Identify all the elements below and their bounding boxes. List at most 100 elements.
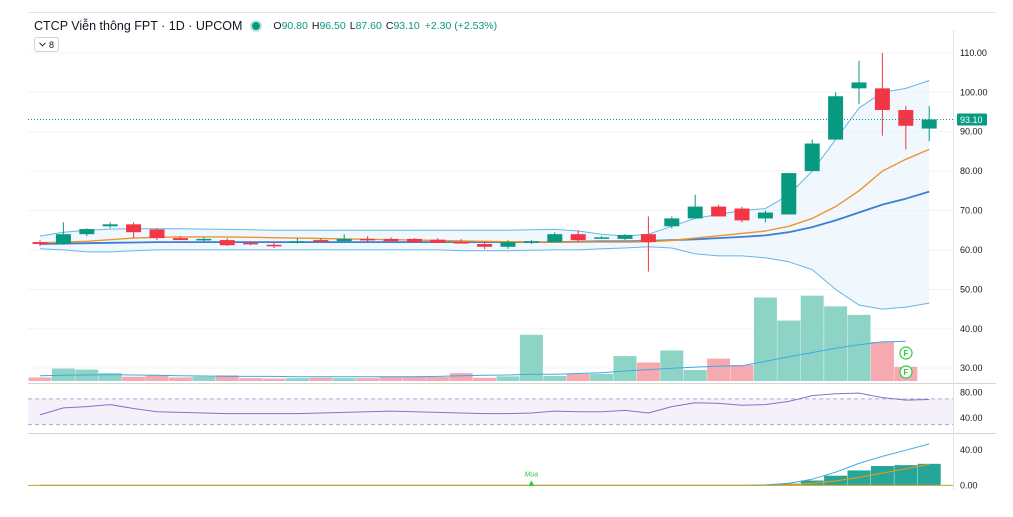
- volume-bar: [356, 378, 380, 381]
- indicator-count: 8: [49, 39, 55, 50]
- candle: [664, 216, 680, 229]
- candle-body: [55, 234, 71, 245]
- candle: [898, 106, 914, 150]
- candle-body: [617, 234, 633, 239]
- candle-body: [126, 224, 142, 233]
- volume-bar: [753, 297, 777, 381]
- candle-body: [687, 206, 703, 219]
- candle-body: [921, 119, 937, 129]
- candle: [640, 216, 656, 272]
- candle-body: [594, 237, 610, 239]
- candle-body: [196, 238, 212, 241]
- candle: [617, 234, 633, 241]
- volume-bar: [98, 373, 122, 381]
- volume-bar: [122, 376, 146, 381]
- candle-body: [172, 238, 188, 241]
- rsi-tick-label: 80.00: [960, 387, 983, 397]
- price-tick-label: 110.00: [960, 48, 987, 58]
- macd-line: [40, 443, 930, 486]
- symbol-title[interactable]: CTCP Viễn thông FPT · 1D · UPCOM: [34, 19, 243, 33]
- candle: [804, 139, 820, 172]
- candle: [219, 238, 235, 246]
- candle: [453, 238, 469, 244]
- candle-body: [874, 88, 890, 111]
- candle: [570, 230, 586, 243]
- volume-bar: [426, 377, 450, 381]
- candle-body: [32, 242, 48, 245]
- volume-bar: [683, 369, 707, 381]
- chevron-down-icon: [39, 42, 46, 47]
- volume-bar: [870, 341, 894, 381]
- candle-body: [828, 96, 844, 140]
- candle-body: [149, 229, 165, 239]
- candle: [32, 240, 48, 246]
- macd-histogram-bar: [917, 463, 941, 486]
- volume-bar: [519, 334, 543, 381]
- candle: [196, 237, 212, 243]
- market-status-dot-icon: [252, 22, 261, 30]
- volume-bar: [473, 377, 497, 381]
- candle-body: [102, 224, 118, 227]
- candle: [523, 240, 539, 245]
- price-tick-label: 40.00: [960, 324, 983, 334]
- candle-body: [219, 240, 235, 246]
- candle: [851, 60, 867, 105]
- candle: [102, 222, 118, 229]
- buy-signal-label: Mua: [525, 471, 539, 478]
- candle: [79, 228, 95, 237]
- volume-bar: [613, 356, 637, 381]
- candle: [360, 236, 376, 243]
- event-flag-icon: [899, 346, 913, 360]
- volume-bar: [192, 376, 216, 381]
- candle-body: [383, 238, 399, 242]
- candle: [547, 232, 563, 243]
- candle-body: [243, 242, 259, 245]
- candle: [126, 222, 142, 239]
- low-label: L: [349, 20, 356, 32]
- volume-bar: [262, 378, 286, 381]
- candle: [781, 173, 797, 215]
- open-label: O: [273, 20, 282, 32]
- bollinger-band-fill: [40, 80, 930, 310]
- volume-bar: [145, 375, 169, 381]
- volume-bar: [332, 378, 356, 381]
- candle-body: [851, 82, 867, 89]
- volume-bar: [309, 377, 333, 381]
- candle: [477, 241, 493, 250]
- open-value: 90.80: [281, 20, 308, 32]
- price-tick-label: 50.00: [960, 284, 983, 294]
- volume-bar: [215, 375, 239, 381]
- candle-body: [453, 242, 469, 244]
- candle-body: [523, 241, 539, 243]
- candle-body: [640, 234, 656, 243]
- candle-body: [430, 239, 446, 243]
- high-label: H: [311, 20, 320, 32]
- candle-body: [734, 208, 750, 221]
- candle-body: [781, 173, 797, 215]
- volume-bar: [660, 350, 684, 381]
- macd-tick-label: 40.00: [960, 445, 983, 455]
- candle: [313, 238, 329, 243]
- event-flag-label: F: [904, 349, 909, 358]
- candle: [336, 234, 352, 243]
- macd-histogram-bar: [870, 466, 894, 486]
- change-value: +2.30 (+2.53%): [424, 20, 498, 32]
- candle-body: [477, 244, 493, 247]
- event-flag-label: F: [904, 368, 909, 377]
- indicators-toggle-button[interactable]: 8: [34, 37, 60, 52]
- candle-body: [570, 234, 586, 241]
- candle: [172, 236, 188, 241]
- volume-bar: [402, 376, 426, 381]
- candle-body: [289, 241, 305, 243]
- candle-body: [266, 244, 282, 247]
- candle-body: [757, 212, 773, 219]
- bollinger-lower-line: [39, 246, 930, 310]
- candle: [383, 237, 399, 243]
- candle-body: [711, 206, 727, 217]
- candle-body: [79, 229, 95, 235]
- volume-bar: [590, 373, 614, 381]
- volume-bar: [543, 376, 567, 381]
- last-price-badge: [957, 113, 987, 126]
